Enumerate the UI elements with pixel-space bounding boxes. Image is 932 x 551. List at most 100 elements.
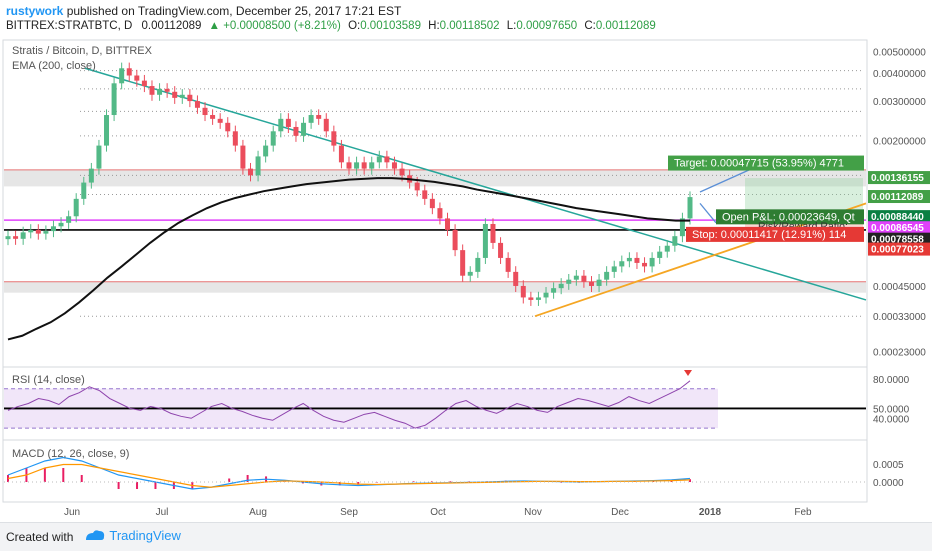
- tradingview-brand: TradingView: [109, 528, 181, 543]
- candle: [240, 145, 246, 169]
- candle: [414, 182, 420, 191]
- ema-200-line: [7, 177, 690, 341]
- candle: [657, 251, 663, 258]
- candle: [141, 80, 147, 87]
- created-with-text: Created with: [6, 530, 74, 544]
- macd-pane-title: MACD (12, 26, close, 9): [12, 448, 129, 460]
- time-tick-label: Aug: [249, 507, 267, 518]
- high-label: H:: [428, 20, 440, 32]
- candle: [482, 223, 488, 258]
- price-pane-title: Stratis / Bitcoin, D, BITTREX: [12, 45, 153, 57]
- candle: [384, 156, 390, 163]
- macd-tick-label: 0.0000: [873, 478, 904, 489]
- candle: [520, 285, 526, 298]
- candle: [573, 275, 579, 280]
- axes-and-labels: 0.00500000 0.00400000 0.00300000 0.00200000…: [64, 47, 930, 518]
- open-value: 0.00103589: [360, 20, 421, 32]
- candle: [422, 190, 428, 199]
- candle: [391, 162, 397, 169]
- candle: [596, 279, 602, 286]
- price-tick-label: 0.00200000: [873, 137, 926, 148]
- candle: [513, 271, 519, 286]
- level-marker-target: 0.00136155: [868, 171, 930, 185]
- candle: [81, 182, 87, 199]
- resistance-zone: [4, 169, 866, 187]
- price-tick-label: 0.00045000: [873, 282, 926, 293]
- candle: [194, 101, 200, 108]
- candle: [634, 257, 640, 263]
- level-marker-bg: [868, 242, 930, 256]
- pullback-arrow: [699, 202, 717, 224]
- candle: [543, 292, 549, 298]
- candle: [626, 257, 632, 262]
- level-marker-text: 0.00078558: [871, 235, 924, 246]
- time-tick-label: Sep: [340, 507, 358, 518]
- level-marker-text: 0.00088440: [871, 212, 924, 223]
- ema-legend: EMA (200, close): [12, 60, 96, 72]
- candle: [301, 122, 307, 136]
- stop-label: Stop: 0.00011417 (12.91%) 114: [686, 226, 864, 242]
- candle: [164, 88, 170, 92]
- candle: [649, 257, 655, 267]
- rsi-tick-label: 40.0000: [873, 414, 910, 425]
- level-marker-bg: [868, 210, 930, 224]
- price-pane[interactable]: [2, 39, 868, 368]
- candle: [475, 257, 481, 272]
- tradingview-link[interactable]: TradingView: [84, 528, 181, 543]
- candle: [679, 218, 685, 237]
- level-marker-bg: [868, 232, 930, 246]
- low-value: 0.00097650: [516, 20, 578, 32]
- level-marker-text: 0.00112089: [871, 192, 924, 203]
- target-label-text: Target: 0.00047715 (53.95%) 4771: [674, 158, 844, 170]
- macd-pane[interactable]: [2, 439, 868, 503]
- time-tick-label: Nov: [524, 507, 542, 518]
- price-plot: Target: 0.00047715 (53.95%) 4771 Open P&L…: [4, 62, 867, 341]
- candle: [66, 216, 72, 223]
- time-tick-label: Jun: [64, 507, 80, 518]
- support-zone: [4, 281, 866, 293]
- candle: [498, 242, 504, 258]
- candle: [13, 236, 19, 239]
- candle: [316, 115, 322, 119]
- candle: [619, 261, 625, 267]
- macd-plot: [4, 456, 866, 490]
- candle: [687, 197, 693, 219]
- open-pnl-text: Open P&L: 0.00023649, Qt: [722, 211, 855, 223]
- candle: [604, 271, 610, 280]
- candle: [270, 131, 276, 146]
- target-label: Target: 0.00047715 (53.95%) 4771: [668, 155, 864, 171]
- candle: [354, 162, 360, 169]
- candle: [88, 168, 94, 183]
- price-tick-label: 0.00023000: [873, 347, 926, 358]
- candle: [232, 131, 238, 146]
- candle: [369, 162, 375, 169]
- price-tick-label: 0.00500000: [873, 47, 926, 58]
- candle: [111, 83, 117, 116]
- candle: [642, 262, 648, 267]
- candle: [5, 236, 11, 240]
- time-tick-label: Dec: [611, 507, 629, 518]
- candle: [43, 231, 49, 234]
- candle: [323, 118, 329, 132]
- candle: [225, 122, 231, 132]
- candle: [263, 145, 269, 157]
- time-tick-label: 2018: [699, 507, 722, 518]
- close-label: C:: [584, 20, 596, 32]
- candle: [460, 250, 466, 276]
- candle: [172, 91, 178, 98]
- candle: [285, 118, 291, 127]
- candle: [119, 68, 125, 84]
- candle: [278, 118, 284, 132]
- candle: [664, 245, 670, 252]
- close-value: 0.00112089: [595, 20, 656, 32]
- author-link[interactable]: rustywork: [6, 4, 64, 18]
- candle: [505, 257, 511, 272]
- open-pnl-bg: [716, 209, 864, 225]
- candle: [611, 266, 617, 272]
- candle: [581, 275, 587, 282]
- chart-canvas[interactable]: Target: 0.00047715 (53.95%) 4771 Open P&L…: [0, 38, 932, 522]
- candle: [308, 115, 314, 123]
- footer-bar: Created with TradingView: [0, 522, 932, 551]
- candle: [73, 198, 79, 217]
- candle: [588, 281, 594, 286]
